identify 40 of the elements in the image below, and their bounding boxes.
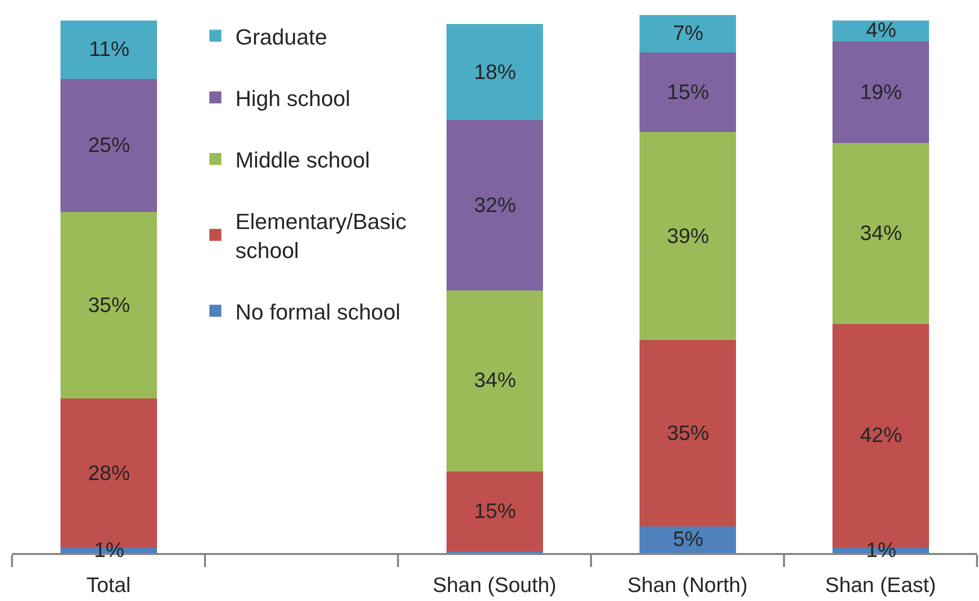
bar — [639, 526, 736, 553]
bar — [639, 52, 736, 132]
bar — [446, 290, 543, 472]
data-label: 11% — [89, 38, 130, 61]
bar — [60, 20, 157, 79]
data-label: 35% — [667, 422, 710, 445]
data-label: 4% — [866, 19, 896, 42]
data-label: 19% — [860, 81, 902, 104]
data-label: 32% — [474, 194, 516, 217]
bar — [446, 472, 543, 552]
bar — [60, 78, 157, 212]
legend-label: Elementary/Basic school — [235, 209, 407, 263]
bar — [832, 142, 929, 324]
data-label: 39% — [667, 225, 710, 248]
data-label: 28% — [88, 462, 130, 485]
data-label: 34% — [860, 222, 902, 245]
data-label: 15% — [474, 500, 516, 523]
data-label: 5% — [673, 528, 704, 551]
data-label: 42% — [860, 424, 902, 447]
data-label: 7% — [673, 22, 704, 45]
bar — [60, 212, 157, 399]
x-tick-label: Shan (North) — [627, 574, 748, 598]
data-label: 35% — [88, 294, 130, 317]
legend-label: Graduate — [235, 24, 328, 50]
bar — [639, 340, 736, 526]
legend-label: No formal school — [235, 299, 400, 324]
x-tick-label: Shan (South) — [432, 574, 556, 598]
legend-label: Middle school — [235, 148, 370, 173]
bar — [639, 15, 736, 52]
data-label: 18% — [474, 61, 516, 84]
bar — [446, 120, 543, 290]
bar — [832, 42, 929, 143]
data-label: 25% — [88, 134, 130, 157]
bar — [639, 132, 736, 340]
x-tick-label: Total — [86, 574, 131, 598]
x-tick-label: Shan (East) — [825, 574, 936, 598]
bar — [446, 24, 543, 120]
data-label: 34% — [474, 369, 516, 392]
data-label: 15% — [667, 81, 710, 104]
legend-label: High school — [235, 86, 350, 111]
